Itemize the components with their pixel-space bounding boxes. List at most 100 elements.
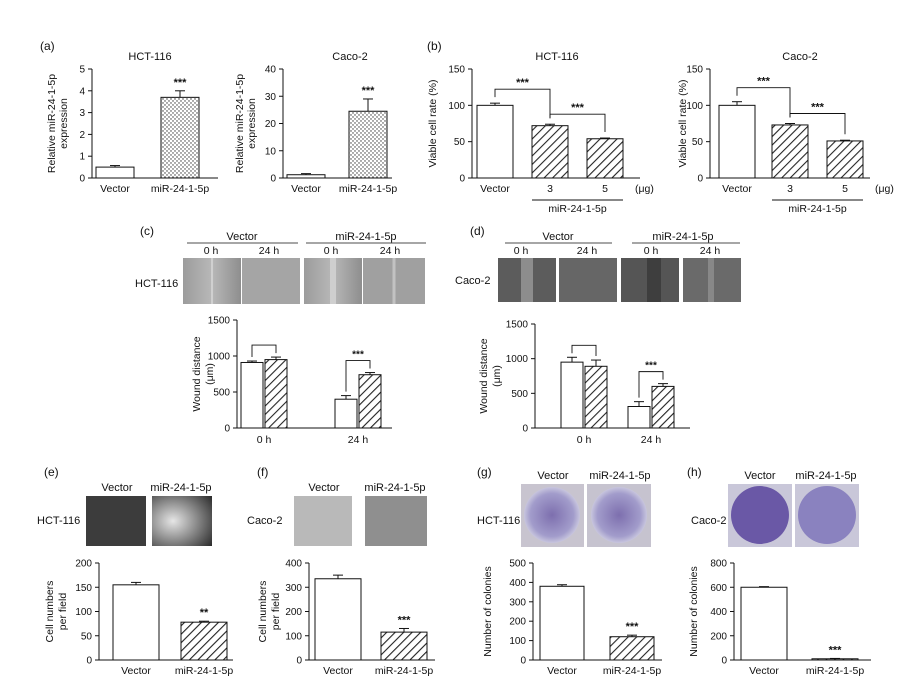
y-tick-label: 0 — [224, 424, 230, 435]
transwell-image — [365, 496, 427, 546]
chart-title: HCT-116 — [535, 51, 578, 63]
y-tick-label: 0 — [522, 424, 528, 435]
x-tick-label: 0 h — [577, 434, 592, 446]
chart-e: 0 50 100 150 200 Cell numbers per field Vector m… — [44, 559, 233, 678]
y-tick-label: 50 — [81, 631, 93, 642]
y-tick-label: 2 — [79, 130, 85, 141]
bar — [586, 138, 624, 179]
panel-letter-c: (c) — [140, 224, 154, 238]
y-axis-label: Cell numbers — [44, 581, 56, 643]
panel-letter-a: (a) — [40, 39, 55, 53]
group-label: miR-24-1-5p — [788, 203, 847, 215]
unit-label: (μg) — [635, 183, 654, 195]
y-tick-label: 40 — [265, 65, 277, 76]
significance-label: *** — [829, 644, 843, 656]
y-tick-label: 150 — [686, 65, 703, 76]
chart-title: Caco-2 — [782, 51, 817, 63]
y-tick-label: 20 — [265, 119, 277, 130]
significance-label: *** — [571, 102, 585, 114]
x-tick-label: Vector — [323, 665, 353, 677]
bar — [314, 578, 362, 661]
wound-images-caco2: Caco-2 Vector miR-24-1-5p 0 h 24 h 0 h 2… — [455, 231, 741, 302]
wound-time-c-2: 0 h — [324, 245, 339, 257]
wound-time-c-1: 24 h — [259, 245, 280, 257]
y-tick-label: 100 — [285, 631, 302, 642]
chart-a1: 0 1 2 3 4 5 HCT-116 Relative miR-24-1-5p express… — [46, 51, 218, 195]
unit-label: (μg) — [875, 183, 894, 195]
wound-time-c-3: 24 h — [380, 245, 401, 257]
bar — [286, 174, 326, 179]
y-axis-label: Wound distance — [478, 338, 490, 413]
wound-group-vector-c: Vector — [226, 231, 258, 243]
y-tick-label: 10 — [265, 146, 277, 157]
y-tick-label: 600 — [710, 583, 727, 594]
x-tick-label: 5 — [602, 183, 608, 195]
y-tick-label: 200 — [285, 607, 302, 618]
y-tick-label: 1000 — [208, 352, 231, 363]
significance-bracket — [494, 88, 551, 119]
transwell-image — [152, 496, 212, 546]
wound-image — [559, 258, 617, 302]
bar — [560, 361, 584, 429]
x-tick-label: Vector — [749, 665, 779, 677]
y-tick-label: 0 — [721, 656, 727, 667]
transwell-cell-f: Caco-2 — [247, 515, 282, 527]
panel-letter-g: (g) — [477, 465, 492, 479]
x-tick-label: 3 — [547, 183, 553, 195]
y-axis-label: Number of colonies — [688, 566, 700, 656]
y-axis-label: expression — [58, 98, 70, 149]
y-tick-label: 500 — [509, 559, 526, 570]
significance-label: *** — [645, 361, 657, 372]
y-tick-label: 200 — [75, 559, 92, 570]
y-axis-label: (μm) — [491, 365, 503, 387]
bar — [771, 124, 809, 179]
y-tick-label: 30 — [265, 92, 277, 103]
y-tick-label: 1500 — [506, 320, 529, 331]
y-axis-label: (μm) — [204, 363, 216, 385]
bar — [264, 359, 288, 429]
y-axis-label: Cell numbers — [257, 581, 269, 643]
x-tick-label: Vector — [722, 183, 752, 195]
y-axis-label: Wound distance — [191, 336, 203, 411]
colony-images: HCT-116 Vector miR-24-1-5p Caco-2 Vector… — [477, 470, 859, 547]
bar — [651, 385, 675, 429]
y-tick-label: 50 — [454, 137, 466, 148]
y-axis-label: Relative miR-24-1-5p — [46, 74, 58, 173]
bar — [180, 621, 228, 661]
y-tick-label: 800 — [710, 559, 727, 570]
x-tick-label: Vector — [100, 183, 130, 195]
bar — [740, 586, 788, 661]
colony-group-g-0: Vector — [537, 470, 569, 482]
colony-cell-h: Caco-2 — [691, 515, 726, 527]
y-tick-label: 150 — [75, 583, 92, 594]
x-tick-label: Vector — [121, 665, 151, 677]
y-tick-label: 200 — [509, 617, 526, 628]
chart-a2: 0 10 20 30 40 Caco-2 Relative miR-24-1-5p expre… — [234, 51, 397, 195]
significance-label: *** — [398, 614, 412, 626]
x-tick-label: miR-24-1-5p — [603, 665, 662, 677]
wound-images-hct116: HCT-116 Vector miR-24-1-5p 0 h 24 h 0 h … — [135, 231, 426, 304]
chart-f: 0 100 200 300 400 Cell numbers per field Vector… — [257, 559, 435, 677]
x-tick-label: Vector — [547, 665, 577, 677]
x-tick-label: miR-24-1-5p — [806, 665, 865, 677]
panel-letter-f: (f) — [257, 465, 268, 479]
y-tick-label: 400 — [285, 559, 302, 570]
bar — [358, 374, 382, 429]
chart-b1: 0 50 100 150 HCT-116 Viable cell rate (%) Vect… — [427, 51, 654, 215]
y-tick-label: 1 — [79, 152, 85, 163]
significance-bracket — [571, 344, 597, 357]
x-tick-label: miR-24-1-5p — [339, 183, 398, 195]
x-tick-label: 24 h — [641, 434, 662, 446]
y-tick-label: 300 — [509, 597, 526, 608]
x-tick-label: 5 — [842, 183, 848, 195]
bar — [348, 110, 388, 179]
transwell-group-f-0: Vector — [308, 482, 340, 494]
y-tick-label: 1500 — [208, 316, 231, 327]
chart-c: 0 500 1000 1500 Wound distance (μm) 0 h 24 h *** — [191, 316, 392, 446]
y-tick-label: 400 — [710, 607, 727, 618]
chart-b2: 0 50 100 150 Caco-2 Viable cell rate (%) Vecto… — [677, 51, 894, 215]
significance-bracket — [789, 113, 846, 135]
significance-bracket — [251, 344, 277, 358]
wound-image — [242, 258, 300, 304]
transwell-images: HCT-116 Vector miR-24-1-5p Caco-2 Vector… — [37, 482, 427, 546]
